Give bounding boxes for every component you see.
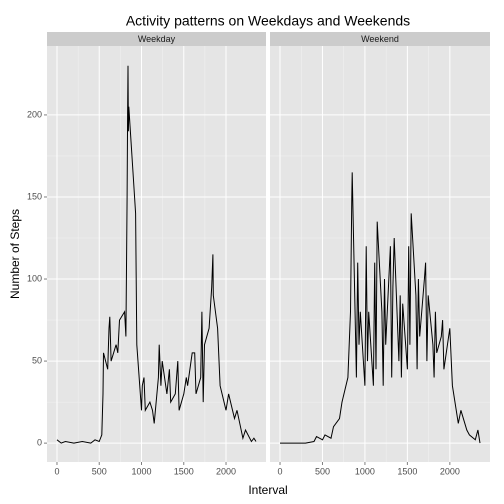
panel-background [270, 46, 490, 462]
x-tick-label: 1000 [131, 466, 151, 476]
x-tick-label: 0 [54, 466, 59, 476]
y-tick-label: 0 [37, 438, 42, 448]
y-tick-label: 100 [27, 273, 42, 283]
strip-label: Weekend [361, 34, 399, 44]
strip-background [47, 32, 266, 46]
x-tick-label: 2000 [440, 466, 460, 476]
y-tick-label: 150 [27, 191, 42, 201]
strip-background [270, 32, 490, 46]
y-tick-label: 50 [32, 355, 42, 365]
x-tick-label: 0 [278, 466, 283, 476]
x-tick-label: 1500 [174, 466, 194, 476]
strip-label: Weekday [138, 34, 176, 44]
x-tick-label: 500 [92, 466, 107, 476]
x-tick-label: 2000 [216, 466, 236, 476]
y-axis-label: Number of Steps [8, 209, 22, 299]
data-line [56, 65, 257, 444]
x-tick-label: 1500 [397, 466, 417, 476]
x-tick-label: 1000 [355, 466, 375, 476]
data-line [280, 172, 481, 444]
x-axis-label: Interval [248, 483, 287, 497]
x-tick-label: 500 [315, 466, 330, 476]
y-tick-label: 200 [27, 109, 42, 119]
chart-title: Activity patterns on Weekdays and Weeken… [126, 13, 410, 29]
